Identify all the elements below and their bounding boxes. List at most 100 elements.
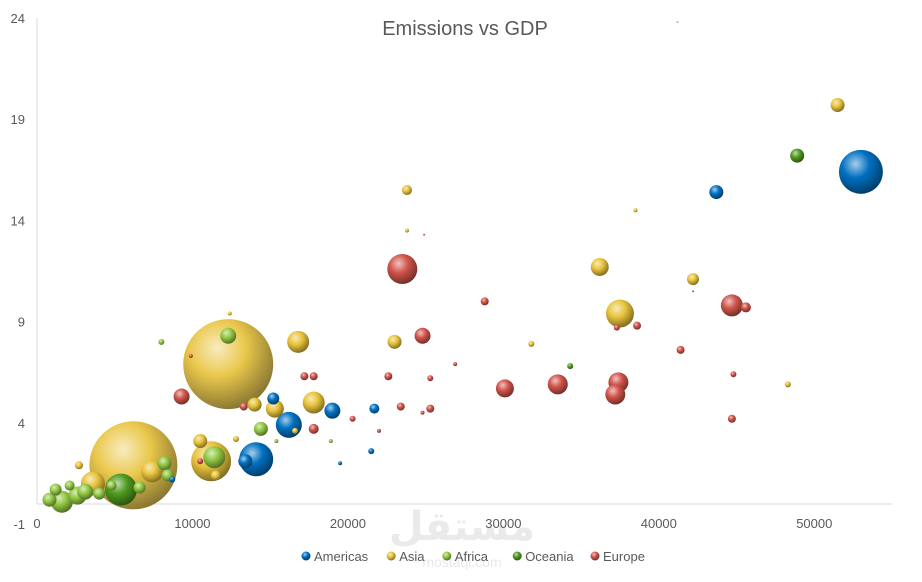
bubble-europe[interactable] <box>730 371 737 378</box>
y-tick-label: 19 <box>11 112 25 127</box>
bubble-americas[interactable] <box>238 454 253 469</box>
bubble-asia[interactable] <box>676 21 679 24</box>
bubble-europe[interactable] <box>613 324 620 331</box>
bubble-asia[interactable] <box>232 435 239 442</box>
bubble-africa[interactable] <box>203 446 226 469</box>
legend-label-asia: Asia <box>399 549 425 564</box>
bubble-africa[interactable] <box>64 480 75 491</box>
bubble-asia[interactable] <box>287 330 310 353</box>
bubble-europe[interactable] <box>188 354 193 359</box>
bubble-europe[interactable] <box>308 423 319 434</box>
bubble-americas[interactable] <box>368 448 375 455</box>
bubble-asia[interactable] <box>687 273 700 286</box>
bubble-europe[interactable] <box>720 294 743 317</box>
bubble-americas[interactable] <box>369 403 380 414</box>
bubble-europe[interactable] <box>495 379 514 398</box>
y-tick-label: 9 <box>18 315 25 330</box>
bubble-europe[interactable] <box>309 372 318 381</box>
bubble-europe[interactable] <box>197 458 204 465</box>
bubble-asia[interactable] <box>302 391 325 414</box>
x-tick-label: 0 <box>33 516 40 531</box>
bubble-africa[interactable] <box>220 327 237 344</box>
bubble-americas[interactable] <box>267 392 280 405</box>
watermark-subtext: mostaql.com <box>422 554 501 570</box>
bubble-europe[interactable] <box>427 375 434 382</box>
bubble-asia[interactable] <box>590 257 609 276</box>
bubble-asia[interactable] <box>141 460 164 483</box>
x-tick-label: 30000 <box>485 516 521 531</box>
bubble-africa[interactable] <box>328 439 333 444</box>
bubble-europe[interactable] <box>453 362 458 367</box>
y-tick-label: 24 <box>11 11 25 26</box>
bubble-asia[interactable] <box>404 228 409 233</box>
bubble-asia[interactable] <box>784 381 791 388</box>
bubble-americas[interactable] <box>324 402 341 419</box>
bubble-europe[interactable] <box>426 404 435 413</box>
bubble-asia[interactable] <box>401 185 412 196</box>
bubble-asia[interactable] <box>633 208 638 213</box>
bubble-africa[interactable] <box>133 481 146 494</box>
legend-label-americas: Americas <box>314 549 369 564</box>
bubble-asia[interactable] <box>247 397 262 412</box>
y-tick-label: 14 <box>11 213 25 228</box>
bubble-asia[interactable] <box>210 470 221 481</box>
bubble-europe[interactable] <box>396 402 405 411</box>
bubble-europe[interactable] <box>377 428 381 433</box>
bubble-europe[interactable] <box>633 321 642 330</box>
legend-label-europe: Europe <box>603 549 645 564</box>
bubble-europe[interactable] <box>387 253 418 284</box>
x-tick-label: 10000 <box>174 516 210 531</box>
bubble-americas[interactable] <box>338 461 343 466</box>
bubble-europe[interactable] <box>420 410 425 415</box>
bubble-asia[interactable] <box>605 299 634 328</box>
bubble-europe[interactable] <box>349 415 356 422</box>
bubble-oceania[interactable] <box>790 148 805 163</box>
legend-marker-americas <box>301 551 311 561</box>
bubble-asia[interactable] <box>227 311 232 316</box>
bubble-africa[interactable] <box>42 492 57 507</box>
bubbles <box>42 21 883 513</box>
bubble-europe[interactable] <box>740 302 751 313</box>
legend-label-oceania: Oceania <box>525 549 574 564</box>
bubble-africa[interactable] <box>106 480 117 491</box>
bubble-africa[interactable] <box>93 487 106 500</box>
bubble-africa[interactable] <box>253 421 268 436</box>
bubble-asia[interactable] <box>74 461 83 470</box>
bubble-europe[interactable] <box>414 327 431 344</box>
bubble-africa[interactable] <box>158 338 165 345</box>
watermark-text: مستقل <box>389 505 535 549</box>
bubble-asia[interactable] <box>265 399 284 418</box>
bubble-europe[interactable] <box>480 297 489 306</box>
bubble-africa[interactable] <box>77 483 94 500</box>
bubble-americas[interactable] <box>709 185 724 200</box>
x-tick-label: 50000 <box>796 516 832 531</box>
bubble-americas[interactable] <box>838 149 883 194</box>
bubble-africa[interactable] <box>50 490 73 513</box>
bubble-europe[interactable] <box>547 374 568 395</box>
bubble-asia[interactable] <box>292 427 299 434</box>
bubble-asia[interactable] <box>830 98 845 113</box>
axes <box>36 18 892 505</box>
bubble-africa[interactable] <box>274 439 279 444</box>
bubble-americas[interactable] <box>169 476 176 483</box>
bubble-europe[interactable] <box>727 414 736 423</box>
bubble-asia[interactable] <box>387 334 402 349</box>
bubble-africa[interactable] <box>157 456 172 471</box>
tick-labels: -1 4 9 14 19 24 0 10000 20000 30000 40000 50000 <box>11 11 833 532</box>
legend-marker-asia <box>386 551 396 561</box>
bubble-asia[interactable] <box>193 434 208 449</box>
bubble-oceania[interactable] <box>567 363 574 370</box>
bubble-europe[interactable] <box>173 388 190 405</box>
bubble-europe[interactable] <box>300 372 309 381</box>
bubble-europe[interactable] <box>692 290 695 293</box>
bubble-europe[interactable] <box>605 384 626 405</box>
legend-marker-europe <box>590 551 600 561</box>
bubble-europe[interactable] <box>423 233 426 236</box>
bubble-europe[interactable] <box>239 402 248 411</box>
bubble-asia[interactable] <box>528 340 535 347</box>
bubble-europe[interactable] <box>384 372 393 381</box>
bubble-asia[interactable] <box>183 319 274 410</box>
bubble-europe[interactable] <box>676 345 685 354</box>
bubble-africa[interactable] <box>49 483 62 496</box>
